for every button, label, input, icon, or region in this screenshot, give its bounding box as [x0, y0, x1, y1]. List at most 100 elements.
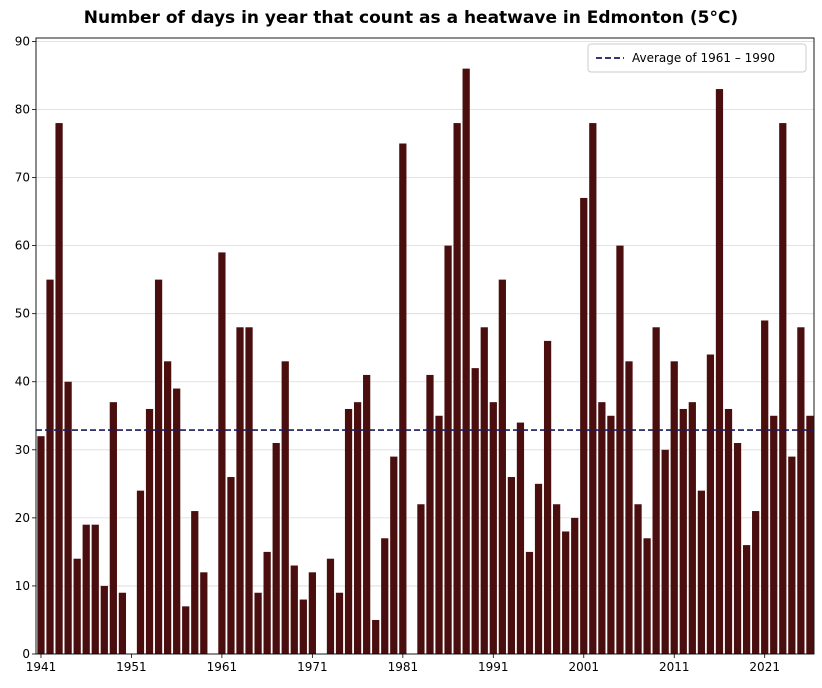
bar — [625, 361, 633, 654]
bar — [46, 279, 54, 654]
bar — [444, 245, 452, 654]
bar — [607, 415, 615, 654]
bar — [73, 558, 81, 654]
bar — [363, 374, 371, 654]
bar — [679, 408, 687, 654]
bar — [742, 545, 751, 654]
bar — [598, 402, 606, 654]
y-tick-label: 90 — [15, 34, 30, 48]
x-tick-label: 2021 — [749, 660, 780, 674]
bar — [770, 415, 778, 654]
bar — [218, 252, 226, 654]
bar — [64, 381, 72, 654]
bar — [200, 572, 208, 654]
bar — [797, 327, 805, 654]
bar — [390, 456, 398, 654]
y-tick-label: 70 — [15, 171, 30, 185]
bar — [498, 279, 506, 654]
bar — [145, 408, 154, 654]
bar — [335, 592, 344, 654]
bar — [724, 408, 733, 654]
bar — [426, 374, 434, 654]
bar — [164, 361, 172, 654]
bar — [661, 449, 669, 654]
x-tick-label: 1981 — [388, 660, 419, 674]
bar — [670, 361, 678, 654]
bar — [263, 551, 271, 654]
y-tick-label: 30 — [15, 443, 30, 457]
bar — [245, 327, 253, 654]
bar — [109, 402, 117, 654]
bars — [37, 68, 814, 655]
bar — [553, 504, 561, 654]
bar — [516, 422, 525, 654]
bar — [281, 361, 289, 654]
bar — [453, 123, 461, 654]
y-tick-label: 40 — [15, 375, 30, 389]
bar — [462, 68, 470, 655]
bar — [154, 279, 163, 654]
chart-title: Number of days in year that count as a h… — [83, 8, 739, 28]
plot-frame — [35, 37, 815, 655]
bar — [236, 327, 244, 654]
legend-box — [587, 43, 807, 73]
bar — [353, 402, 362, 654]
bar — [435, 415, 443, 654]
bar — [543, 340, 552, 654]
bar — [562, 531, 570, 654]
bar — [761, 320, 769, 654]
bar — [227, 477, 235, 654]
legend: Average of 1961 – 1990 — [587, 43, 807, 73]
bar — [173, 388, 181, 654]
bar — [480, 327, 488, 654]
bar — [643, 538, 651, 654]
bar — [118, 592, 127, 654]
x-tick-label: 1991 — [478, 660, 509, 674]
bar — [580, 197, 588, 654]
y-tick-label: 10 — [15, 579, 30, 593]
bar — [706, 354, 715, 654]
bar — [55, 123, 63, 654]
bar — [534, 483, 543, 654]
bar — [507, 477, 516, 654]
bar — [272, 442, 280, 654]
bar — [254, 592, 262, 654]
bar — [326, 558, 335, 654]
x-tick-label: 2011 — [659, 660, 690, 674]
bar — [571, 517, 579, 654]
bar — [733, 442, 742, 654]
bar — [715, 89, 724, 654]
bar — [91, 524, 99, 654]
bar — [191, 511, 199, 654]
bar — [752, 511, 760, 654]
y-tick-label: 0 — [22, 647, 30, 661]
bar — [779, 123, 787, 654]
bar — [372, 619, 380, 654]
bar — [788, 456, 796, 654]
bar — [589, 123, 597, 654]
bar — [697, 490, 705, 654]
y-tick-label: 50 — [15, 307, 30, 321]
bar — [299, 599, 307, 654]
y-tick-label: 20 — [15, 511, 30, 525]
bar — [381, 538, 389, 654]
y-tick-label: 60 — [15, 239, 30, 253]
bar — [634, 504, 642, 654]
bar — [82, 524, 90, 654]
bar — [688, 402, 696, 654]
bar — [616, 245, 624, 654]
axes: 0 10 20 30 40 50 60 70 80 90 1941 1951 1961 1971 1981 1… — [15, 34, 780, 674]
x-tick-label: 1941 — [26, 660, 57, 674]
legend-label: Average of 1961 – 1990 — [632, 51, 775, 65]
bar — [417, 504, 425, 654]
bar — [37, 436, 45, 654]
bar — [136, 490, 145, 654]
bar — [652, 327, 660, 654]
bar — [399, 143, 407, 655]
bar — [290, 565, 298, 654]
bar — [806, 415, 814, 654]
bar — [344, 408, 353, 654]
bar — [489, 402, 497, 654]
y-tick-label: 80 — [15, 102, 30, 116]
